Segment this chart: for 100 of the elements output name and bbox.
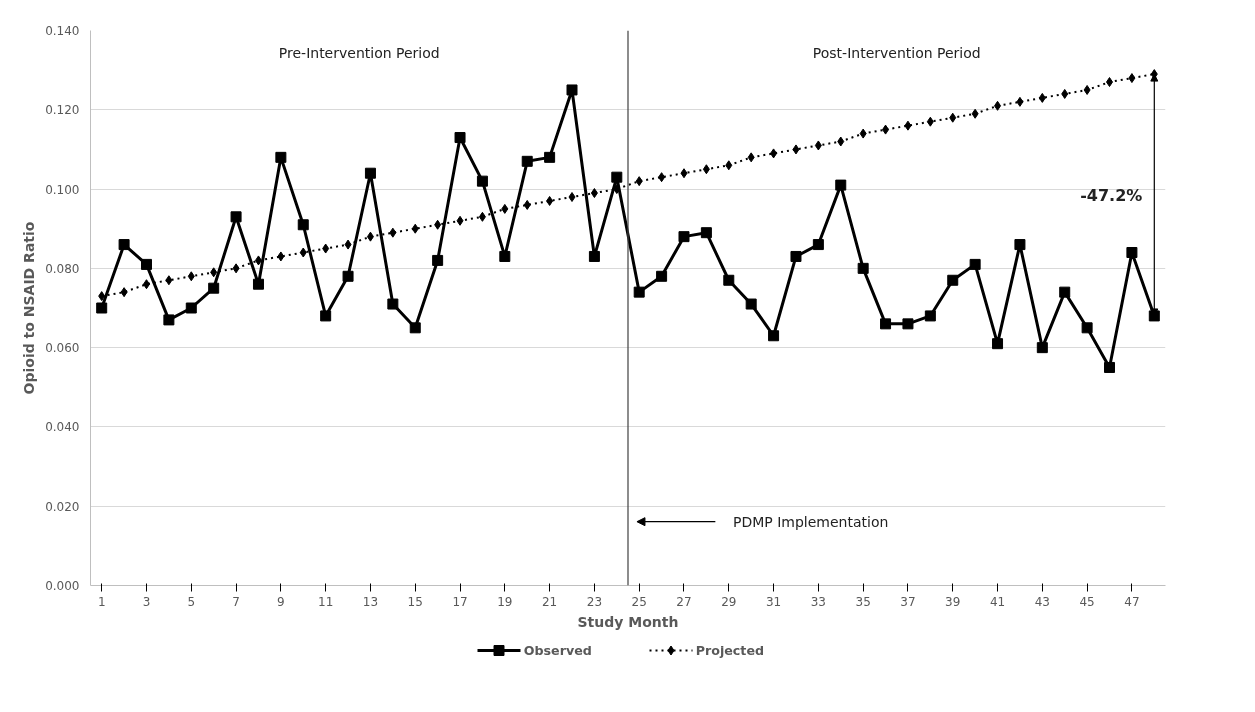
legend-label: Observed xyxy=(523,643,592,658)
point xyxy=(342,270,354,282)
point xyxy=(768,330,780,342)
y-tick-label: 0.140 xyxy=(45,24,80,38)
y-tick-label: 0.120 xyxy=(45,103,80,118)
point xyxy=(320,310,332,322)
x-tick-label: 1 xyxy=(97,594,106,609)
point xyxy=(299,247,307,258)
point xyxy=(1106,77,1114,88)
point xyxy=(904,120,912,131)
point xyxy=(454,132,466,144)
point xyxy=(96,302,108,314)
point xyxy=(1126,247,1138,258)
point xyxy=(814,140,822,151)
x-tick-label: 19 xyxy=(497,594,513,609)
point xyxy=(700,227,712,239)
x-tick-label: 29 xyxy=(721,594,737,609)
point xyxy=(210,267,218,278)
x-axis-title: Study Month xyxy=(577,613,679,630)
point xyxy=(1016,96,1024,107)
annotation: -47.2% xyxy=(1080,185,1143,205)
x-tick-label: 17 xyxy=(452,594,468,609)
point xyxy=(590,188,598,199)
point xyxy=(1083,84,1091,95)
x-tick-label: 41 xyxy=(989,594,1006,609)
y-tick-label: 0.000 xyxy=(45,579,80,593)
annotation: Pre-Intervention Period xyxy=(278,44,440,61)
point xyxy=(118,239,130,251)
point xyxy=(880,318,892,330)
point xyxy=(1059,286,1071,298)
y-tick-label: 0.080 xyxy=(45,261,80,276)
point xyxy=(725,160,733,171)
point xyxy=(366,231,374,242)
point xyxy=(187,271,195,282)
x-tick-label: 21 xyxy=(541,594,558,609)
point xyxy=(501,203,509,214)
point xyxy=(387,298,399,310)
point xyxy=(678,231,690,243)
point xyxy=(566,84,578,96)
point xyxy=(992,338,1004,350)
point xyxy=(521,155,533,167)
point xyxy=(1104,361,1116,373)
point xyxy=(230,211,242,223)
point xyxy=(546,195,554,206)
point xyxy=(120,287,128,298)
point xyxy=(790,250,802,262)
point xyxy=(969,258,981,270)
x-tick-label: 35 xyxy=(855,594,871,609)
x-tick-label: 3 xyxy=(142,594,151,609)
point xyxy=(859,128,867,139)
y-axis-title: Opioid to NSAID Ratio xyxy=(21,221,38,395)
point xyxy=(544,151,556,163)
point xyxy=(275,151,287,163)
point xyxy=(926,116,934,127)
annotation: Post-Intervention Period xyxy=(812,44,981,61)
x-tick-label: 13 xyxy=(362,594,379,609)
point xyxy=(656,270,668,282)
x-tick-label: 7 xyxy=(232,594,240,609)
point xyxy=(611,171,623,183)
point xyxy=(163,314,175,326)
point xyxy=(971,108,979,119)
y-tick-label: 0.020 xyxy=(45,499,80,514)
point xyxy=(297,219,309,231)
point xyxy=(994,100,1002,111)
point xyxy=(1128,73,1136,84)
point xyxy=(476,175,488,187)
x-tick-label: 9 xyxy=(277,594,285,609)
point xyxy=(835,179,847,191)
point xyxy=(277,251,285,262)
point xyxy=(747,152,755,163)
x-tick-label: 23 xyxy=(586,594,603,609)
point xyxy=(432,254,444,266)
point xyxy=(344,239,352,250)
point xyxy=(680,168,688,179)
point xyxy=(208,282,220,294)
point xyxy=(232,263,240,274)
point xyxy=(456,215,464,226)
point xyxy=(745,298,757,310)
x-tick-label: 27 xyxy=(676,594,692,609)
y-tick-label: 0.060 xyxy=(45,341,80,356)
point xyxy=(947,274,959,286)
point xyxy=(140,258,152,270)
x-tick-label: 37 xyxy=(900,594,916,609)
point xyxy=(252,278,264,290)
point xyxy=(389,227,397,238)
point xyxy=(523,199,531,210)
x-tick-label: 31 xyxy=(765,594,782,609)
point xyxy=(364,167,376,179)
point xyxy=(98,291,106,302)
point xyxy=(902,318,914,330)
x-tick-label: 43 xyxy=(1034,594,1050,609)
x-tick-label: 25 xyxy=(631,594,647,609)
point xyxy=(837,136,845,147)
annotation: PDMP Implementation xyxy=(733,513,889,530)
point xyxy=(185,302,197,314)
point xyxy=(1061,88,1069,99)
point xyxy=(1036,342,1048,354)
y-tick-label: 0.100 xyxy=(45,182,80,197)
point xyxy=(1014,239,1026,251)
point xyxy=(658,172,666,183)
